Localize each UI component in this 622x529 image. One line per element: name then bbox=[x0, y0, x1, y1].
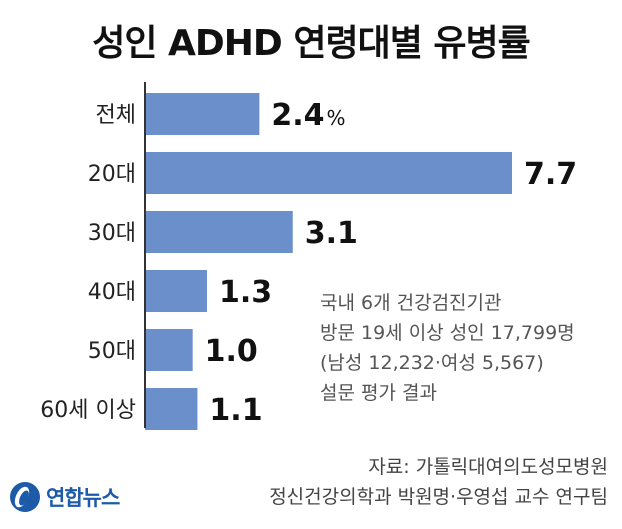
value-label: 2.4% bbox=[271, 98, 345, 133]
category-label: 40대 bbox=[88, 280, 136, 305]
note-line: 방문 19세 이상 성인 17,799명 bbox=[320, 322, 575, 344]
category-label: 20대 bbox=[88, 162, 136, 187]
source-line: 자료: 가톨릭대여의도성모병원 bbox=[368, 456, 608, 478]
category-label: 30대 bbox=[88, 221, 136, 246]
value-label: 1.1 bbox=[209, 393, 262, 428]
bar bbox=[145, 388, 198, 430]
note-line: 국내 6개 건강검진기관 bbox=[320, 292, 502, 314]
bar bbox=[145, 329, 193, 371]
value-label: 1.0 bbox=[205, 334, 258, 369]
note-line: 설문 평가 결과 bbox=[320, 382, 437, 404]
note-line: (남성 12,232·여성 5,567) bbox=[320, 352, 544, 374]
bar bbox=[145, 211, 293, 253]
logo-text: 연합뉴스 bbox=[46, 486, 120, 510]
yonhap-logo-icon bbox=[10, 482, 40, 512]
category-label: 60세 이상 bbox=[40, 398, 136, 423]
source-credit: 자료: 가톨릭대여의도성모병원 정신건강의학과 박원명·우영섭 교수 연구팀 bbox=[269, 452, 608, 512]
survey-note: 국내 6개 건강검진기관 방문 19세 이상 성인 17,799명 (남성 12… bbox=[320, 288, 575, 408]
value-label: 1.3 bbox=[219, 275, 272, 310]
value-label: 7.7 bbox=[524, 157, 577, 192]
value-label: 3.1 bbox=[305, 216, 358, 251]
bar bbox=[145, 270, 207, 312]
yonhap-logo: 연합뉴스 bbox=[10, 482, 120, 512]
category-label: 전체 bbox=[96, 103, 136, 128]
bar bbox=[145, 152, 512, 194]
source-line: 정신건강의학과 박원명·우영섭 교수 연구팀 bbox=[269, 486, 608, 508]
bar bbox=[145, 93, 260, 135]
chart-title: 성인 ADHD 연령대별 유병률 bbox=[92, 23, 530, 64]
category-label: 50대 bbox=[88, 339, 136, 364]
